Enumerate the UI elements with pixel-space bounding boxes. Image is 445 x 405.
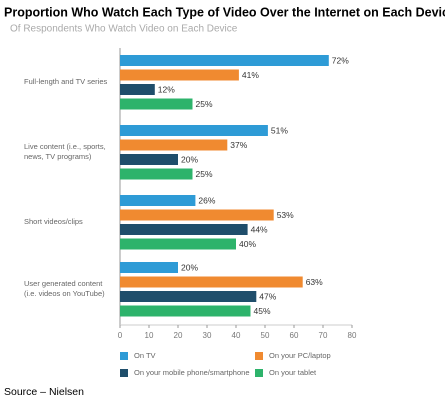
bar [120,209,274,221]
x-tick-label: 0 [118,331,123,340]
legend-swatch [255,369,263,377]
x-tick-label: 10 [145,331,154,340]
data-label: 37% [230,140,247,150]
data-label: 72% [332,55,349,65]
bar [120,69,239,81]
legend-swatch [255,352,263,360]
category-label: User generated content [24,279,103,288]
x-tick-label: 60 [290,331,299,340]
source-note: Source – Nielsen [4,386,84,398]
data-label: 44% [251,224,268,234]
bar [120,224,248,235]
bar [120,125,268,136]
chart-subtitle: Of Respondents Who Watch Video on Each D… [10,24,238,35]
x-tick-label: 20 [174,331,183,340]
bar [120,238,236,250]
x-tick-label: 50 [261,331,270,340]
data-label: 20% [181,154,198,164]
data-label: 40% [239,239,256,249]
bar [120,168,193,180]
data-label: 45% [254,306,271,316]
x-tick-label: 40 [232,331,241,340]
data-label: 41% [242,70,259,80]
data-label: 53% [277,210,294,220]
category-label: Short videos/clips [24,217,83,226]
chart-title: Proportion Who Watch Each Type of Video … [4,5,445,19]
category-label: news, TV programs) [24,152,92,161]
data-label: 12% [158,84,175,94]
data-label: 26% [198,195,215,205]
bar [120,195,196,206]
data-label: 63% [306,277,323,287]
legend-swatch [120,352,128,360]
bar [120,276,303,288]
bar [120,154,178,165]
data-label: 20% [181,262,198,272]
x-tick-label: 70 [319,331,328,340]
bar [120,55,329,66]
legend-swatch [120,369,128,377]
bar [120,291,257,302]
bar [120,139,228,151]
legend-label: On your PC/laptop [269,351,331,360]
bar [120,262,178,273]
x-tick-label: 30 [203,331,212,340]
bar [120,98,193,110]
legend-label: On your tablet [269,368,317,377]
category-label: Full-length and TV series [24,77,107,86]
data-label: 25% [196,169,213,179]
bar [120,84,155,95]
data-label: 51% [271,125,288,135]
data-label: 25% [196,99,213,109]
legend-label: On TV [134,351,156,360]
category-label: (i.e. videos on YouTube) [24,289,105,298]
legend-label: On your mobile phone/smartphone [134,368,250,377]
x-tick-label: 80 [348,331,357,340]
data-label: 47% [259,291,276,301]
bar [120,305,251,317]
category-label: Live content (i.e., sports, [24,142,106,151]
